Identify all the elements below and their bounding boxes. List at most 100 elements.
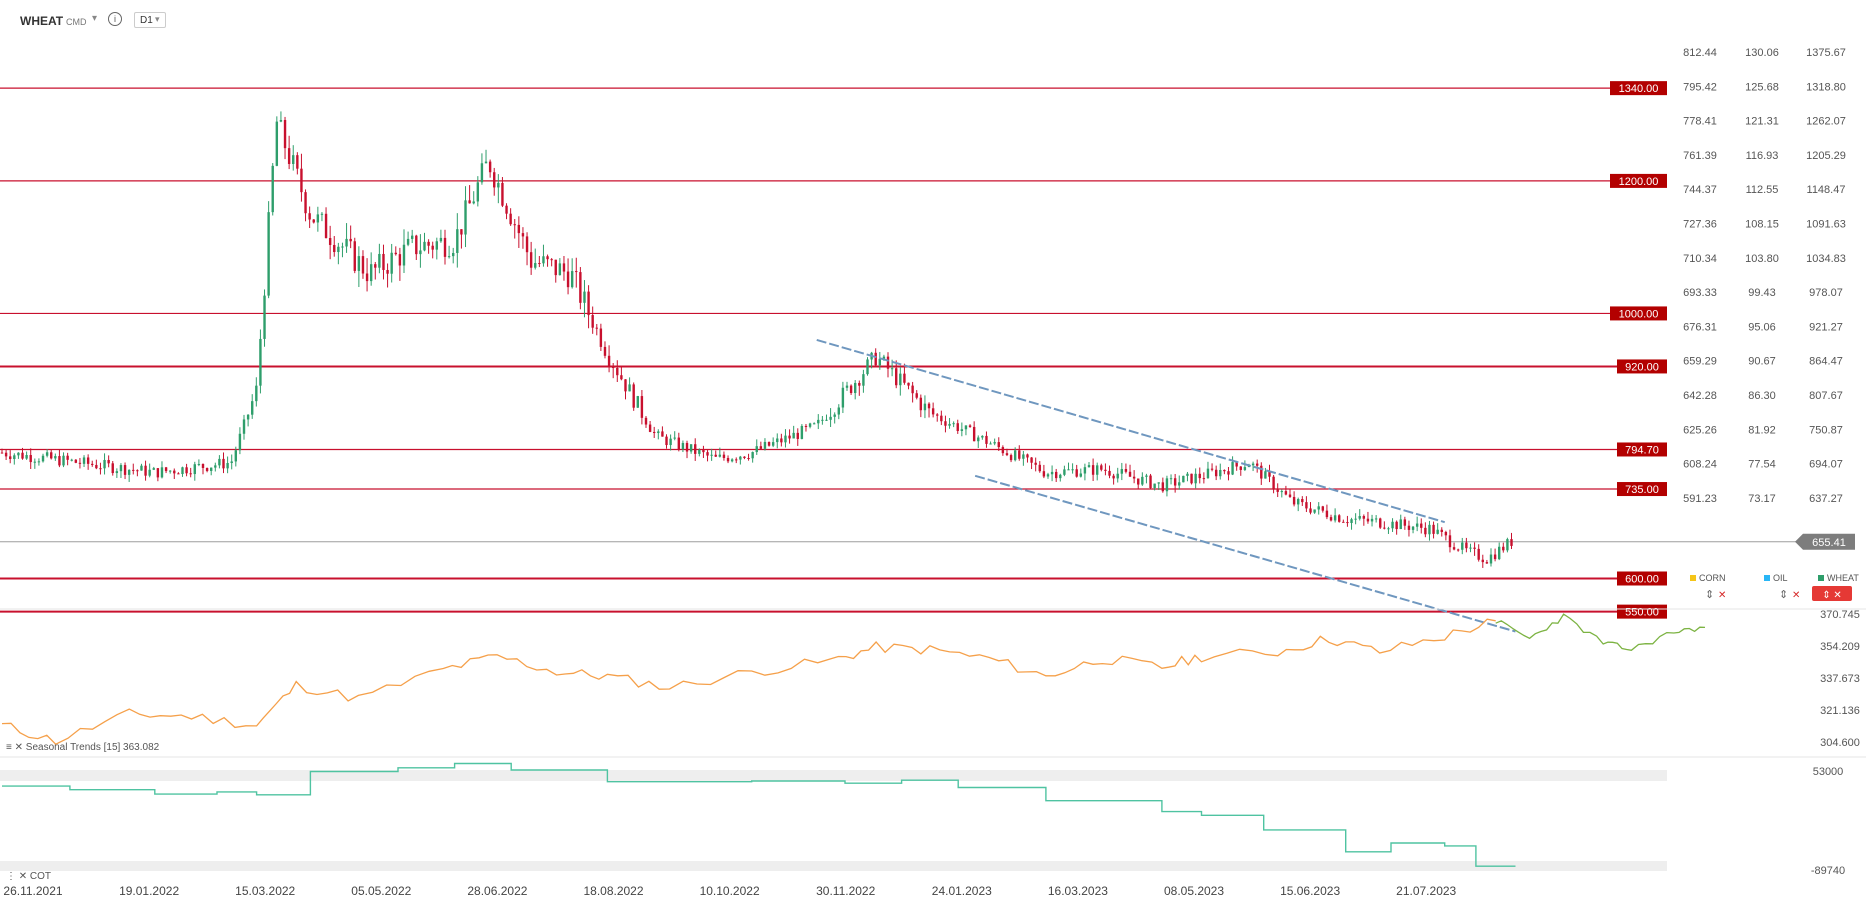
candle[interactable] (755, 446, 758, 453)
candle[interactable] (345, 238, 348, 247)
candle[interactable] (50, 452, 53, 459)
candle[interactable] (1210, 468, 1214, 470)
candle[interactable] (337, 246, 340, 253)
candle[interactable] (1194, 473, 1197, 484)
candle[interactable] (123, 465, 127, 475)
candle[interactable] (1227, 471, 1230, 475)
candle[interactable] (62, 455, 65, 466)
candle[interactable] (374, 264, 377, 268)
candle[interactable] (173, 470, 176, 474)
candle[interactable] (689, 444, 693, 452)
candle[interactable] (357, 256, 361, 271)
candle[interactable] (472, 201, 475, 204)
candle[interactable] (706, 452, 709, 456)
candle[interactable] (1165, 478, 1169, 492)
candle[interactable] (1366, 518, 1370, 522)
candle[interactable] (91, 463, 94, 465)
candle[interactable] (1305, 502, 1308, 509)
candle[interactable] (1124, 469, 1128, 472)
candle[interactable] (1428, 524, 1431, 535)
candle[interactable] (1104, 469, 1107, 471)
candle[interactable] (86, 457, 90, 464)
candle[interactable] (981, 435, 984, 438)
candle[interactable] (763, 441, 767, 449)
candle[interactable] (1465, 542, 1468, 549)
candle[interactable] (1157, 482, 1160, 484)
candle[interactable] (587, 291, 590, 316)
candle[interactable] (546, 256, 549, 260)
candle[interactable] (1374, 518, 1378, 520)
candle[interactable] (1448, 535, 1452, 548)
candle[interactable] (1411, 526, 1415, 530)
candle[interactable] (611, 365, 615, 368)
candle[interactable] (1444, 531, 1448, 536)
candle[interactable] (1358, 516, 1361, 519)
candle[interactable] (402, 244, 406, 266)
candle[interactable] (1202, 478, 1206, 480)
candle[interactable] (718, 454, 722, 457)
candle[interactable] (669, 438, 672, 446)
candle[interactable] (111, 463, 114, 474)
candle[interactable] (579, 272, 582, 303)
candle[interactable] (940, 415, 943, 422)
candle[interactable] (0, 452, 4, 454)
candle[interactable] (74, 459, 78, 463)
main-price-pane[interactable]: 1340.00 1200.00 1000.00 920.00 794.70 735.00 6… (0, 81, 1855, 633)
candle[interactable] (661, 431, 664, 437)
candle[interactable] (1128, 471, 1132, 477)
candle[interactable] (529, 252, 533, 268)
candle[interactable] (1137, 478, 1140, 485)
candle[interactable] (1079, 473, 1083, 477)
candle[interactable] (767, 441, 771, 446)
candle[interactable] (562, 263, 566, 272)
candle[interactable] (735, 459, 738, 461)
candle[interactable] (710, 454, 713, 456)
candle[interactable] (509, 213, 512, 225)
candle[interactable] (259, 338, 262, 386)
candle[interactable] (1284, 491, 1288, 495)
candle[interactable] (185, 467, 188, 474)
candle[interactable] (927, 403, 931, 409)
candle[interactable] (205, 467, 209, 471)
candle[interactable] (279, 119, 283, 122)
candle[interactable] (132, 469, 135, 471)
candle[interactable] (845, 385, 849, 388)
candle[interactable] (525, 236, 529, 253)
candle[interactable] (41, 455, 45, 462)
candle[interactable] (468, 200, 471, 204)
candle[interactable] (1206, 468, 1210, 479)
candle[interactable] (1510, 539, 1513, 546)
candle[interactable] (714, 454, 717, 457)
candle[interactable] (607, 355, 611, 366)
candle[interactable] (583, 291, 586, 303)
candle[interactable] (25, 455, 28, 459)
candle[interactable] (1091, 465, 1095, 475)
candle[interactable] (1149, 475, 1152, 489)
candle[interactable] (952, 423, 955, 425)
candle[interactable] (796, 432, 799, 439)
candle[interactable] (82, 457, 86, 464)
candle[interactable] (1489, 554, 1493, 564)
candle[interactable] (1481, 559, 1484, 563)
candle[interactable] (1297, 499, 1300, 505)
candle[interactable] (1009, 455, 1013, 461)
candle[interactable] (267, 212, 270, 296)
candle[interactable] (214, 465, 217, 468)
candle[interactable] (989, 443, 992, 445)
candle[interactable] (349, 238, 352, 242)
candle[interactable] (1497, 546, 1501, 560)
candle[interactable] (1329, 517, 1333, 521)
candle[interactable] (1391, 521, 1394, 529)
candle[interactable] (160, 467, 164, 478)
candle[interactable] (640, 396, 644, 418)
candle[interactable] (1379, 518, 1382, 528)
candle[interactable] (410, 235, 414, 239)
candle[interactable] (1288, 494, 1292, 497)
candle[interactable] (907, 382, 910, 386)
candle[interactable] (1403, 519, 1407, 526)
candle[interactable] (177, 473, 180, 475)
candle[interactable] (226, 463, 229, 469)
candle[interactable] (378, 253, 381, 268)
candle[interactable] (1255, 463, 1259, 466)
candle[interactable] (1116, 473, 1119, 479)
